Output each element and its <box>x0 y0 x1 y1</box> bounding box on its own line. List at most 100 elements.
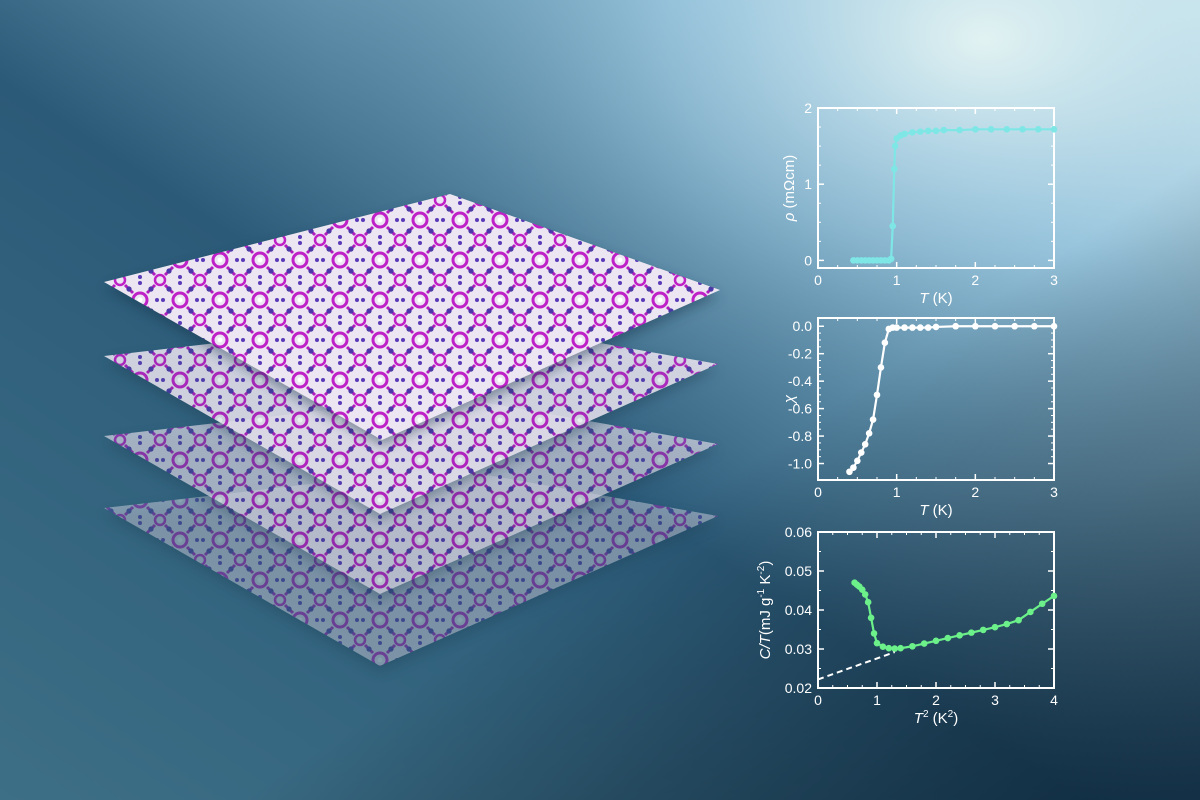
heat-capacity-y-tick-label: 0.02 <box>785 680 812 696</box>
heat-capacity-y-axis-unit-sup2: -2 <box>756 565 767 574</box>
susceptibility-data-point <box>1031 322 1038 330</box>
susceptibility-y-tick-label: -1.0 <box>788 456 812 472</box>
susceptibility-data-point <box>893 324 900 331</box>
susceptibility-data-point <box>901 324 908 331</box>
resistivity-data-point <box>956 126 963 134</box>
heat-capacity-x-tick-label: 2 <box>932 692 940 708</box>
heat-capacity-extrapolation-line <box>817 651 896 681</box>
heat-capacity-data-point <box>979 626 987 634</box>
heat-capacity-x-tick-label: 3 <box>991 692 999 708</box>
susceptibility-data-point <box>916 324 924 331</box>
susceptibility-x-tick-label: 0 <box>814 484 822 500</box>
susceptibility-data-point <box>1050 322 1058 330</box>
resistivity-x-tick-label: 0 <box>814 272 822 288</box>
resistivity-data-point <box>916 128 924 135</box>
heat-capacity-x-axis-label: T2 (K2) <box>914 709 958 727</box>
heat-capacity-x-axis-unit: (K <box>929 710 948 727</box>
resistivity-y-axis-symbol: ρ <box>781 212 798 222</box>
resistivity-x-axis-label: T (K) <box>919 290 952 307</box>
heat-capacity-x-tick-label: 4 <box>1050 692 1058 708</box>
heat-capacity-data-point <box>885 644 893 652</box>
susceptibility-data-point <box>865 430 873 437</box>
heat-capacity-data-point <box>956 632 963 639</box>
susceptibility-x-axis-label: T (K) <box>919 502 952 519</box>
lattice-layer-1 <box>104 194 720 440</box>
susceptibility-y-tick-label: -0.8 <box>788 428 812 444</box>
resistivity-data-point <box>987 126 995 133</box>
heat-capacity-data-point <box>861 591 869 598</box>
resistivity-x-axis-symbol: T <box>919 290 930 307</box>
resistivity-data-point <box>1019 126 1026 133</box>
resistivity-x-axis-unit: (K) <box>929 290 953 307</box>
resistivity-x-tick-label: 2 <box>971 272 979 288</box>
resistivity-y-tick-label: 0 <box>804 252 812 268</box>
susceptibility-y-tick-label: -0.4 <box>788 373 812 389</box>
susceptibility-x-tick-label: 2 <box>971 484 979 500</box>
susceptibility-y-tick-label: -0.6 <box>788 401 812 417</box>
heat-capacity-data-point <box>1038 600 1046 608</box>
susceptibility-data-point <box>932 323 940 331</box>
heat-capacity-x-axis-symbol: T <box>914 710 925 727</box>
heat-capacity-data-point <box>1027 608 1034 616</box>
resistivity-y-tick-label: 2 <box>804 100 812 116</box>
heat-capacity-x-axis-unit-sup: 2 <box>948 709 954 720</box>
susceptibility-data-point <box>857 449 865 456</box>
resistivity-data-point <box>909 129 916 136</box>
resistivity-data-point <box>1034 126 1042 133</box>
susceptibility-data-point <box>1011 322 1018 330</box>
heat-capacity-data-point <box>879 643 887 650</box>
heat-capacity-y-tick-label: 0.03 <box>785 641 812 657</box>
resistivity-y-axis-unit: (mΩcm) <box>781 155 798 213</box>
heat-capacity-data-point <box>873 639 881 647</box>
heat-capacity-y-tick-label: 0.04 <box>785 602 812 618</box>
resistivity-data-point <box>1003 126 1011 133</box>
resistivity-data-point <box>924 127 932 135</box>
susceptibility-data-point <box>909 324 916 331</box>
susceptibility-data-point <box>850 464 857 471</box>
resistivity-data-point <box>932 127 940 135</box>
susceptibility-data-point <box>924 324 932 331</box>
heat-capacity-y-axis-symbol: C/T <box>757 633 774 659</box>
susceptibility-y-axis-symbol: χ <box>781 394 798 405</box>
heat-capacity-data-point <box>1003 620 1011 628</box>
heat-capacity-data-point <box>864 598 872 606</box>
heat-capacity-y-axis-unit: (mJ g <box>757 598 774 636</box>
susceptibility-data-point <box>991 322 999 330</box>
heat-capacity-y-axis-label: C/T(mJ g-1 K-2) <box>756 561 774 660</box>
resistivity-data-point <box>901 130 908 138</box>
resistivity-x-tick-label: 3 <box>1050 272 1058 288</box>
susceptibility-data-point <box>952 322 959 330</box>
heat-capacity-data-point <box>891 645 898 652</box>
susceptibility-data-point <box>873 391 881 399</box>
resistivity-data-point <box>1050 126 1058 133</box>
resistivity-data-point <box>891 142 899 150</box>
resistivity-y-axis-label: ρ (mΩcm) <box>781 155 798 222</box>
resistivity-x-tick-label: 1 <box>893 272 901 288</box>
susceptibility-y-tick-label: -0.2 <box>788 346 812 362</box>
heat-capacity-data-point <box>932 637 940 645</box>
susceptibility-y-tick-label: 0.0 <box>793 318 813 334</box>
susceptibility-data-point <box>881 339 889 347</box>
heat-capacity-y-axis-unit-sup1: -1 <box>756 588 767 597</box>
heat-capacity-x-tick-label: 1 <box>873 692 881 708</box>
susceptibility-data-point <box>854 457 861 465</box>
heat-capacity-data-point <box>944 634 952 642</box>
susceptibility-data-point <box>861 441 869 448</box>
susceptibility-data-point <box>846 468 853 476</box>
heat-capacity-y-tick-label: 0.06 <box>785 524 812 540</box>
susceptibility-data-point <box>877 364 885 371</box>
resistivity-y-tick-label: 1 <box>804 176 812 192</box>
heat-capacity-data-point <box>920 640 928 647</box>
lattice-layers <box>104 194 720 672</box>
heat-capacity-data-point <box>897 644 904 652</box>
resistivity-data-point <box>889 222 897 230</box>
heat-capacity-y-axis-close: ) <box>757 561 774 566</box>
heat-capacity-data-point <box>1015 616 1022 624</box>
resistivity-data-point <box>891 165 898 173</box>
heat-capacity-x-axis-symbol-sup: 2 <box>923 709 929 720</box>
susceptibility-data-point <box>869 416 877 423</box>
resistivity-data-point <box>940 126 948 134</box>
